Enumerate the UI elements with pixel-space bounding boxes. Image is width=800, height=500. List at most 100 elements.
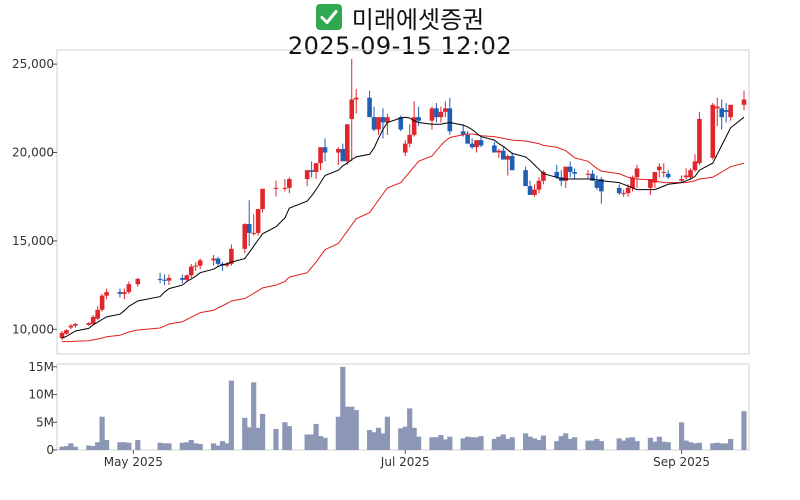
candle-body — [344, 124, 350, 162]
candle-body — [304, 170, 310, 180]
volume-bar — [469, 437, 475, 450]
candle-body — [353, 97, 359, 100]
volume-bar — [594, 438, 600, 450]
volume-bar — [491, 438, 497, 450]
candle-body — [434, 108, 439, 118]
candle-body — [590, 173, 595, 181]
candle-body — [99, 295, 105, 310]
candle-body — [710, 104, 716, 158]
candle-body — [469, 143, 475, 148]
volume-bar — [228, 380, 234, 450]
price-frame — [56, 49, 750, 355]
volume-bar — [309, 434, 315, 450]
volume-bar — [416, 436, 422, 450]
volume-bar — [696, 442, 703, 450]
candle-body — [376, 117, 381, 130]
volume-bar — [219, 441, 226, 450]
volume-bar — [589, 440, 596, 450]
candle-body — [625, 187, 631, 194]
volume-bar — [585, 440, 591, 450]
candle-body — [599, 179, 604, 192]
volume-bar — [558, 436, 564, 450]
candle-body — [527, 186, 533, 195]
volume-bar — [273, 428, 279, 450]
volume-bar — [340, 366, 346, 450]
candle-body — [215, 258, 221, 264]
candle-body — [594, 180, 600, 188]
volume-bar — [442, 439, 448, 450]
volume-bar — [59, 446, 65, 450]
volume-bar — [719, 443, 725, 450]
volume-bar — [184, 442, 190, 450]
volume-tick-label: 10M — [28, 388, 54, 402]
volume-bar — [496, 436, 502, 450]
candle-body — [652, 171, 658, 183]
candle-body — [657, 166, 662, 171]
date-tick-label: May 2025 — [104, 455, 163, 469]
candle-body — [157, 278, 163, 280]
volume-bar — [242, 417, 248, 450]
volume-bar — [68, 443, 74, 450]
candle-body — [188, 266, 194, 276]
candle-body — [478, 140, 484, 146]
chart-datetime: 2025-09-15 12:02 — [287, 32, 513, 60]
candle-body — [634, 168, 640, 178]
volume-bar — [661, 441, 667, 450]
volume-bar — [683, 440, 689, 450]
candle-body — [367, 97, 372, 118]
volume-bar — [380, 433, 386, 450]
volume-bar — [665, 442, 671, 450]
volume-bar — [531, 438, 538, 450]
volume-bar — [447, 436, 453, 450]
volume-bar — [197, 443, 203, 450]
volume-bar — [433, 437, 440, 450]
check-mark-glyph — [320, 10, 338, 24]
volume-bar — [99, 416, 105, 450]
volume-bar — [652, 441, 658, 450]
volume-bar — [625, 437, 631, 450]
candle-body — [567, 166, 573, 172]
company-name: 미래에셋증권 — [351, 5, 485, 34]
volume-bar — [598, 441, 604, 450]
volume-bar — [621, 440, 627, 450]
volume-bar — [500, 434, 506, 450]
volume-bar — [634, 441, 640, 450]
volume-bar — [349, 406, 355, 450]
volume-bar — [438, 435, 444, 450]
candle-body — [282, 187, 288, 189]
volume-bar — [366, 430, 373, 450]
candle-body — [59, 332, 65, 339]
candle-body — [465, 134, 470, 144]
candle-body — [683, 175, 689, 178]
volume-bar — [63, 446, 70, 450]
candle-body — [95, 309, 100, 319]
volume-bar — [398, 428, 404, 450]
volume-bar — [563, 433, 569, 450]
price-tick-label: 10,000 — [12, 322, 54, 336]
volume-bar — [259, 413, 266, 450]
candle-body — [536, 180, 542, 190]
volume-bar — [286, 426, 292, 450]
candle-body — [318, 147, 323, 164]
candle-body — [224, 263, 230, 266]
volume-bar — [210, 443, 217, 450]
candle-body — [117, 292, 123, 294]
candle-body — [184, 275, 190, 280]
candle-body — [273, 187, 279, 189]
candle-body — [313, 163, 319, 172]
volume-bar — [304, 434, 310, 450]
candle-body — [309, 170, 314, 172]
volume-bar — [629, 437, 636, 450]
volume-bar — [251, 382, 257, 450]
volume-bar — [322, 437, 328, 450]
candle-body — [438, 111, 444, 118]
candle-body — [126, 284, 132, 293]
volume-bar — [540, 435, 547, 450]
candle-body — [554, 171, 560, 178]
candle-body — [616, 187, 622, 194]
candle-body — [246, 224, 252, 233]
candle-body — [287, 179, 292, 188]
volume-bar — [714, 442, 720, 450]
volume-bar — [72, 446, 78, 450]
